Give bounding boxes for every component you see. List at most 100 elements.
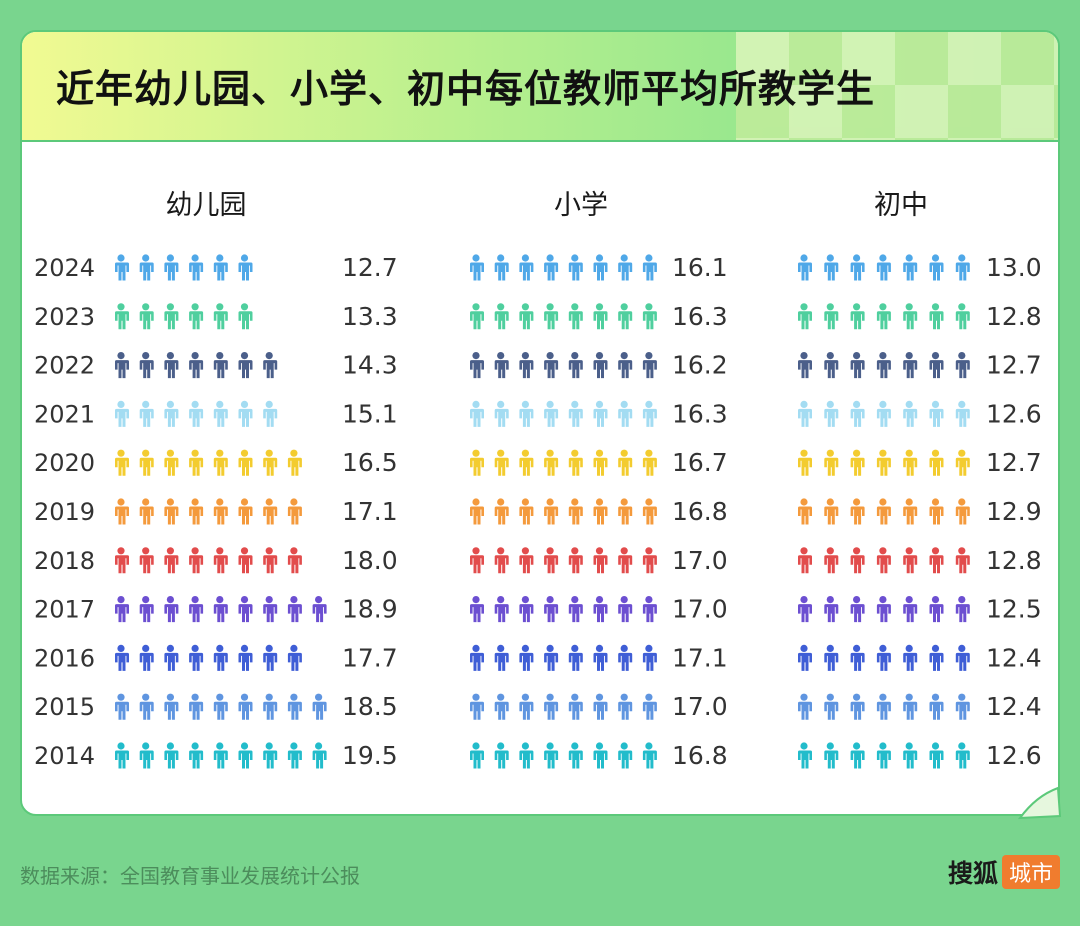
person-icon (312, 693, 327, 720)
person-icon (902, 352, 918, 379)
person-icon (823, 742, 839, 769)
person-icon (593, 254, 608, 281)
person-icon (568, 498, 583, 525)
person-icon (469, 449, 484, 476)
person-icon (568, 596, 583, 623)
person-icon (469, 693, 484, 720)
person-icon (114, 352, 129, 379)
year-label: 2024 (34, 254, 95, 282)
person-icon (494, 498, 509, 525)
person-icon (213, 547, 228, 574)
person-icon (139, 352, 154, 379)
person-icon (902, 449, 918, 476)
person-icon (617, 693, 633, 720)
person-icon (188, 449, 204, 476)
person-icon (213, 693, 228, 720)
person-icon (850, 352, 865, 379)
person-icon (238, 693, 253, 720)
value-label: 17.1 (342, 497, 398, 526)
person-icon (188, 644, 204, 671)
person-icon (568, 303, 583, 330)
person-icon (593, 742, 608, 769)
person-icon (929, 303, 944, 330)
person-icon (797, 400, 812, 427)
person-icon (114, 547, 129, 574)
person-icon (823, 400, 839, 427)
person-icon (114, 254, 129, 281)
person-icon (543, 644, 559, 671)
person-icon (642, 303, 657, 330)
person-icon (312, 742, 327, 769)
person-icon (188, 742, 204, 769)
person-icon (163, 449, 179, 476)
person-icon (213, 400, 228, 427)
value-label: 16.8 (672, 741, 728, 770)
panel-title: 小学 (554, 190, 608, 221)
person-icon (114, 303, 129, 330)
person-icon (518, 547, 534, 574)
person-icon (797, 547, 812, 574)
person-icon (518, 742, 534, 769)
person-icon (568, 400, 583, 427)
person-icon (797, 449, 812, 476)
person-icon (850, 596, 865, 623)
value-label: 12.7 (342, 253, 398, 282)
person-icon (494, 352, 509, 379)
person-icon (213, 352, 228, 379)
person-icon (642, 498, 657, 525)
person-icon (797, 254, 812, 281)
person-icon (593, 693, 608, 720)
value-label: 12.6 (986, 741, 1042, 770)
value-label: 12.8 (986, 546, 1042, 575)
person-icon (642, 400, 657, 427)
value-label: 12.4 (986, 643, 1042, 672)
person-icon (238, 352, 253, 379)
value-label: 12.8 (986, 302, 1042, 331)
person-icon (568, 644, 583, 671)
person-icon (876, 449, 891, 476)
person-icon (955, 352, 970, 379)
person-icon (955, 400, 970, 427)
person-icon (543, 449, 559, 476)
person-icon (876, 498, 891, 525)
value-label: 18.5 (342, 692, 398, 721)
person-icon (188, 547, 204, 574)
person-icon (929, 742, 944, 769)
value-label: 14.3 (342, 351, 398, 380)
person-icon (902, 644, 918, 671)
person-icon (617, 596, 633, 623)
person-icon (262, 352, 278, 379)
person-icon (642, 644, 657, 671)
person-icon (163, 742, 179, 769)
person-icon (593, 498, 608, 525)
person-icon (543, 693, 559, 720)
person-icon (593, 303, 608, 330)
person-icon (469, 352, 484, 379)
person-icon (876, 693, 891, 720)
person-icon (823, 644, 839, 671)
person-icon (929, 498, 944, 525)
year-label: 2014 (34, 742, 95, 770)
value-label: 12.7 (986, 448, 1042, 477)
person-icon (797, 693, 812, 720)
person-icon (188, 400, 204, 427)
person-icon (617, 547, 633, 574)
person-icon (929, 254, 944, 281)
person-icon (287, 742, 302, 769)
person-icon (902, 303, 918, 330)
person-icon (543, 303, 559, 330)
person-icon (238, 254, 253, 281)
person-icon (902, 400, 918, 427)
person-icon (850, 400, 865, 427)
person-icon (262, 596, 278, 623)
checker-pattern (736, 32, 1058, 140)
person-icon (876, 352, 891, 379)
person-icon (518, 303, 534, 330)
person-icon (823, 449, 839, 476)
person-icon (494, 644, 509, 671)
person-icon (188, 303, 204, 330)
year-label: 2019 (34, 498, 95, 526)
person-icon (823, 596, 839, 623)
person-icon (518, 644, 534, 671)
person-icon (902, 547, 918, 574)
